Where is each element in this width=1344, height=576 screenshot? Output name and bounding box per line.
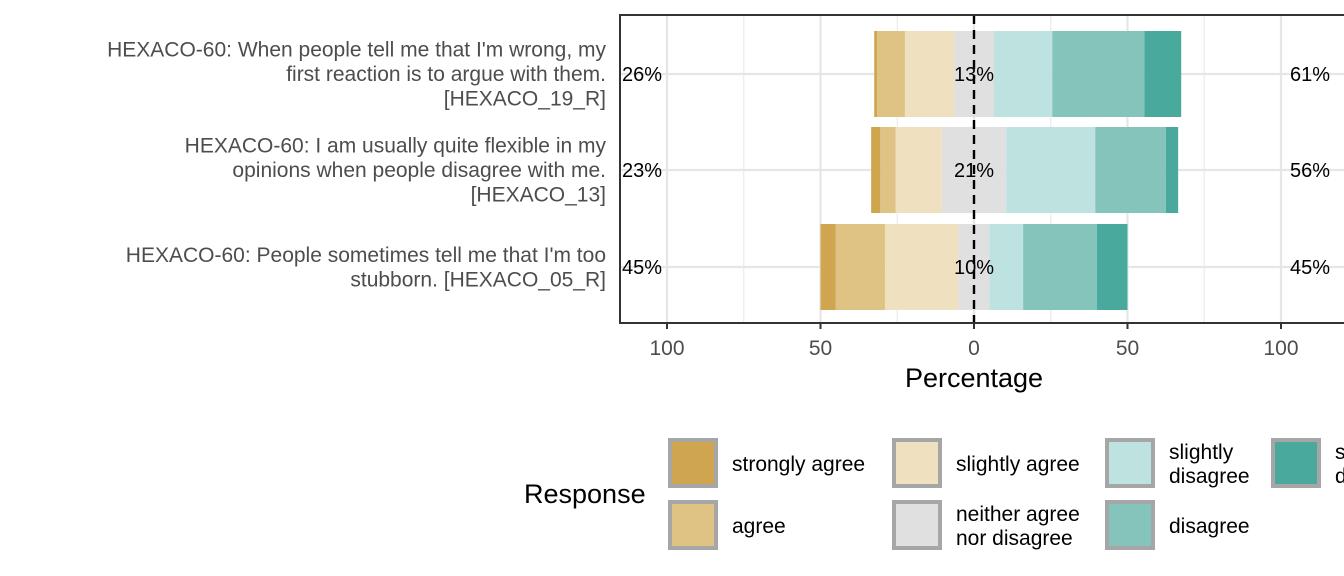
center-percent-label: 21% <box>954 160 994 182</box>
x-tick-label: 100 <box>649 337 684 360</box>
bars <box>619 14 1344 324</box>
legend-title: Response <box>524 479 646 509</box>
legend: Response strongly agree agree slightly agr… <box>524 438 1344 550</box>
legend-label: slightly agree <box>956 453 1080 476</box>
bar-segment-strongly-disagree <box>1165 127 1179 213</box>
x-tick-label: 50 <box>1116 337 1139 360</box>
x-axis-title: Percentage <box>905 363 1043 393</box>
legend-label: disagree <box>1169 465 1250 488</box>
y-axis-label-line: [HEXACO_13] <box>471 184 606 207</box>
legend-label: agree <box>732 515 786 538</box>
x-axis: 100 50 0 50 100 <box>649 323 1299 360</box>
y-axis-label-line: opinions when people disagree with me. <box>232 159 606 182</box>
center-percent-label: 13% <box>954 64 994 86</box>
right-percent-label: 61% <box>1290 64 1330 86</box>
bar-segment-neither-agree-nor-disagree <box>958 224 990 310</box>
legend-key <box>1105 500 1155 550</box>
bar-segment-agree <box>877 31 905 117</box>
x-tick-label: 50 <box>809 337 832 360</box>
bar-segment-strongly-disagree <box>1096 224 1128 310</box>
left-percent-label: 26% <box>622 64 662 86</box>
legend-key <box>1105 438 1155 488</box>
bar-segment-strongly-agree <box>871 127 881 213</box>
right-percent-label: 45% <box>1290 257 1330 279</box>
legend-label: disagree <box>1169 515 1250 538</box>
y-axis-label-line: [HEXACO_19_R] <box>444 88 606 111</box>
bar-segment-disagree <box>1023 224 1097 310</box>
y-axis-label-line: HEXACO-60: When people tell me that I'm … <box>107 39 606 62</box>
bar-labels: 26% 13% 61% 23% 21% 56% 45% 10% 45% <box>622 64 1330 279</box>
legend-label: strongly agree <box>732 453 865 476</box>
left-percent-label: 23% <box>622 160 662 182</box>
legend-key <box>668 500 718 550</box>
bar-segment-disagree <box>1052 31 1145 117</box>
bar-segment-slightly-disagree <box>1006 127 1096 213</box>
x-tick-label: 100 <box>1263 337 1298 360</box>
legend-key <box>892 500 942 550</box>
right-percent-label: 56% <box>1290 160 1330 182</box>
panel-border <box>619 14 1344 324</box>
y-axis-label-line: stubborn. [HEXACO_05_R] <box>350 268 606 291</box>
legend-label: d <box>1335 465 1344 488</box>
bar-segment-slightly-agree <box>895 127 942 213</box>
bar-segment-strongly-agree <box>874 31 878 117</box>
bar-segment-slightly-agree <box>884 224 959 310</box>
legend-label: slightly <box>1169 441 1234 464</box>
left-percent-label: 45% <box>622 257 662 279</box>
bar-segment-agree <box>880 127 896 213</box>
bar-segment-slightly-disagree <box>989 224 1024 310</box>
bar-segment-strongly-disagree <box>1144 31 1182 117</box>
center-percent-label: 10% <box>954 257 994 279</box>
legend-key <box>668 438 718 488</box>
legend-label: nor disagree <box>956 527 1073 550</box>
y-axis-label-line: HEXACO-60: People sometimes tell me that… <box>126 244 606 267</box>
bar-segment-disagree <box>1095 127 1166 213</box>
bar-segment-slightly-disagree <box>993 31 1053 117</box>
bar-segment-agree <box>835 224 885 310</box>
legend-key <box>1271 438 1321 488</box>
y-axis-label-line: HEXACO-60: I am usually quite flexible i… <box>185 135 607 158</box>
legend-key <box>892 438 942 488</box>
bar-segment-strongly-agree <box>820 224 836 310</box>
y-axis-label-line: first reaction is to argue with them. <box>286 63 606 86</box>
y-axis-labels: HEXACO-60: When people tell me that I'm … <box>107 39 606 292</box>
legend-label: s <box>1335 441 1344 464</box>
x-tick-label: 0 <box>968 337 980 360</box>
legend-label: neither agree <box>956 503 1080 526</box>
bar-segment-slightly-agree <box>904 31 955 117</box>
